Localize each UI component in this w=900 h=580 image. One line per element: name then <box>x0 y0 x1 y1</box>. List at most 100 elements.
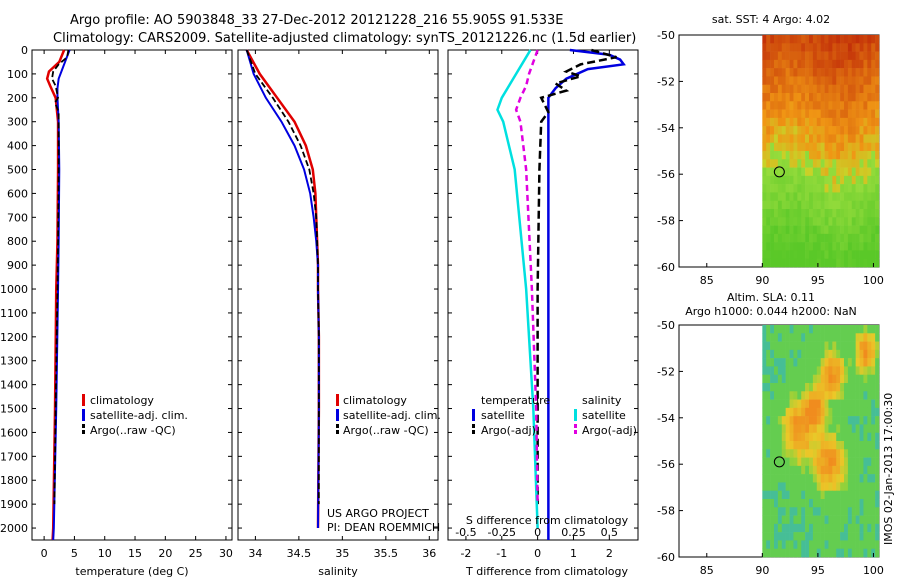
heatmap-cell <box>855 358 860 367</box>
heatmap-cell <box>859 184 864 193</box>
heatmap-cell <box>770 217 775 226</box>
heatmap-cell <box>824 548 829 558</box>
heatmap-cell <box>847 76 853 86</box>
x-tick-label: 0 <box>41 547 48 560</box>
heatmap-cell <box>828 68 833 77</box>
top-tick-label: 0 <box>534 526 541 539</box>
heatmap-cell <box>851 366 856 376</box>
heatmap-cell <box>809 258 814 268</box>
heatmap-cell <box>766 358 771 367</box>
heatmap-cell <box>816 474 821 483</box>
heatmap-cell <box>824 441 829 450</box>
x-tick-label: 2 <box>606 547 613 560</box>
heatmap-cell <box>789 407 794 417</box>
heatmap-cell <box>836 449 841 458</box>
heatmap-cell <box>812 407 818 417</box>
heatmap-cell <box>762 250 767 260</box>
heatmap-cell <box>863 68 868 77</box>
x-tick-label: 34.5 <box>287 547 312 560</box>
heatmap-cell <box>875 465 880 475</box>
heatmap-cell <box>832 159 837 168</box>
heatmap-cell <box>797 43 802 52</box>
heatmap-cell <box>871 449 876 458</box>
heatmap-cell <box>797 416 802 425</box>
heatmap-cell <box>832 432 837 442</box>
heatmap-cell <box>851 217 856 226</box>
salinity-ticks: 34 34.5 35 35.5 36 <box>238 49 438 560</box>
heatmap-cell <box>797 192 802 202</box>
heatmap-cell <box>812 35 818 44</box>
heatmap-cell <box>793 192 798 202</box>
heatmap-cell <box>785 457 790 467</box>
legend-label-satellite: satellite-adj. clim. <box>343 409 441 422</box>
heatmap-cell <box>847 217 853 226</box>
heatmap-cell <box>785 209 790 218</box>
heatmap-cell <box>832 43 837 52</box>
heatmap-cell <box>781 109 786 119</box>
heatmap-cell <box>762 142 767 152</box>
heatmap-cell <box>801 523 806 533</box>
heatmap-cell <box>820 482 825 492</box>
heatmap-cell <box>871 250 876 260</box>
heatmap-cell <box>797 523 802 533</box>
heatmap-cell <box>777 59 783 69</box>
heatmap-cell <box>851 515 856 525</box>
heatmap-cell <box>777 325 783 334</box>
heatmap-cell <box>816 175 821 185</box>
heatmap-cell <box>781 432 786 442</box>
heatmap-cell <box>812 358 818 367</box>
heatmap-cell <box>793 200 798 210</box>
heatmap-cell <box>762 109 767 119</box>
heatmap-cell <box>867 457 872 467</box>
heatmap-cell <box>781 391 786 400</box>
heatmap-cell <box>828 250 833 260</box>
heatmap-cell <box>863 93 868 102</box>
heatmap-cell <box>855 457 860 467</box>
heatmap-cell <box>781 59 786 69</box>
heatmap-cell <box>805 159 810 168</box>
heatmap-cell <box>774 548 779 558</box>
x-tick-label: 35.5 <box>374 547 399 560</box>
x-tick-label: 5 <box>71 547 78 560</box>
heatmap-cell <box>840 407 845 417</box>
heatmap-cell <box>875 424 880 434</box>
heatmap-cell <box>777 490 783 500</box>
heatmap-cell <box>785 250 790 260</box>
heatmap-cell <box>781 540 786 550</box>
heatmap-cell <box>812 117 818 127</box>
heatmap-cell <box>824 250 829 260</box>
heatmap-cell <box>836 532 841 541</box>
top-tick-label: 0.5 <box>601 526 619 539</box>
heatmap-cell <box>840 349 845 359</box>
heatmap-cell <box>793 93 798 102</box>
heatmap-cell <box>847 225 853 235</box>
heatmap-cell <box>766 76 771 86</box>
heatmap-cell <box>847 499 853 508</box>
heatmap-cell <box>867 383 872 392</box>
heatmap-cell <box>797 93 802 102</box>
heatmap-cell <box>805 416 810 425</box>
series-line-argo-raw-qc- <box>51 49 70 505</box>
heatmap-cell <box>816 532 821 541</box>
heatmap-cell <box>797 126 802 135</box>
heatmap-cell <box>774 184 779 193</box>
heatmap-cell <box>828 51 833 61</box>
heatmap-cell <box>832 184 837 193</box>
heatmap-cell <box>777 151 783 160</box>
heatmap-cell <box>832 126 837 135</box>
heatmap-cell <box>816 209 821 218</box>
heatmap-cell <box>789 250 794 260</box>
heatmap-cell <box>832 233 837 243</box>
heatmap-cell <box>840 59 845 69</box>
heatmap-cell <box>859 200 864 210</box>
map-y-tick-label: -50 <box>657 319 675 332</box>
heatmap-cell <box>832 217 837 226</box>
heatmap-cell <box>820 358 825 367</box>
heatmap-cell <box>847 101 853 110</box>
heatmap-cell <box>820 532 825 541</box>
heatmap-cell <box>774 59 779 69</box>
heatmap-cell <box>770 101 775 110</box>
legend-label-satellite: satellite-adj. clim. <box>90 409 188 422</box>
heatmap-cell <box>836 117 841 127</box>
heatmap-cell <box>777 548 783 558</box>
